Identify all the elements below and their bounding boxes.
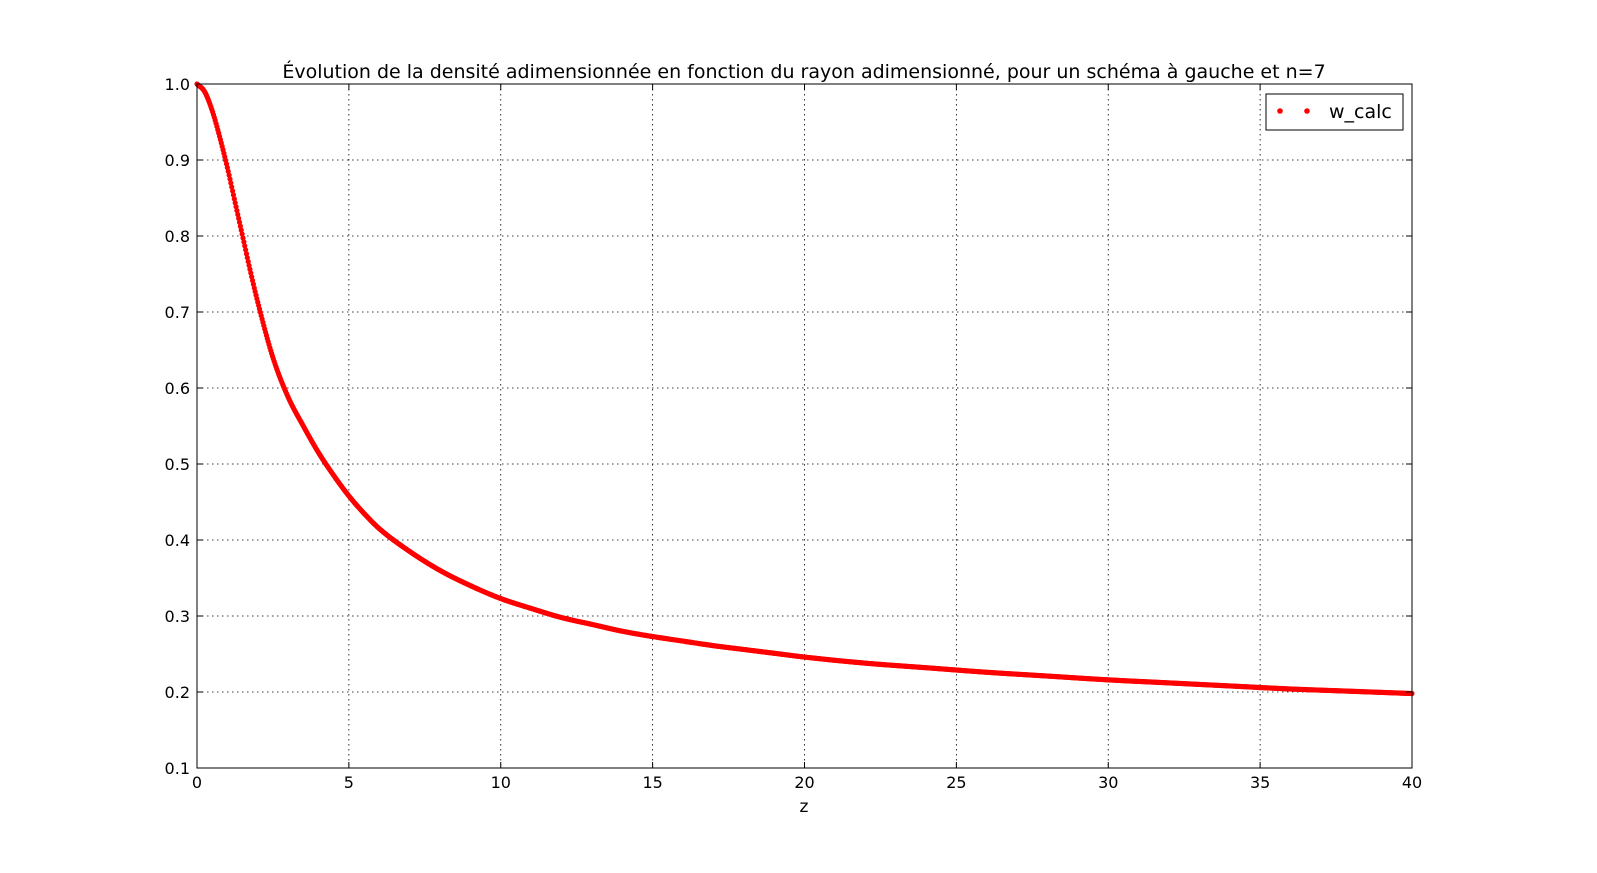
data-point: [244, 255, 250, 261]
legend-marker-2: [1304, 108, 1310, 114]
x-tick-label: 30: [1098, 773, 1118, 792]
data-point: [236, 215, 242, 222]
data-point: [229, 188, 236, 194]
y-tick-label: 0.4: [165, 531, 190, 550]
data-point: [236, 219, 243, 225]
x-tick-label: 40: [1402, 773, 1422, 792]
series-w_calc: [194, 81, 1415, 697]
data-point: [243, 251, 250, 257]
data-point: [233, 204, 239, 210]
x-tick-label: 10: [491, 773, 511, 792]
y-tick-label: 0.6: [165, 379, 190, 398]
tick-layer: 0 5 10 15 20 25 30 35 40 0.1 0.2 0.3 0.4 0.5 0.6 0.7 0.8…: [165, 75, 1423, 792]
x-tick-label: 25: [946, 773, 966, 792]
y-tick-label: 0.1: [165, 759, 190, 778]
legend-label: w_calc: [1329, 101, 1392, 123]
y-tick-label: 0.9: [165, 151, 190, 170]
y-tick-label: 0.5: [165, 455, 190, 474]
data-point: [240, 235, 246, 241]
x-tick-label: 35: [1250, 773, 1270, 792]
data-point: [227, 176, 233, 182]
data-point: [234, 207, 240, 214]
data-point: [229, 184, 235, 190]
data-point: [226, 172, 232, 178]
data-point: [243, 247, 249, 253]
y-tick-label: 0.2: [165, 683, 190, 702]
y-tick-label: 1.0: [165, 75, 190, 94]
x-tick-label: 15: [642, 773, 662, 792]
y-tick-label: 0.8: [165, 227, 190, 246]
y-tick-label: 0.3: [165, 607, 190, 626]
data-point: [241, 239, 247, 245]
legend: w_calc: [1265, 93, 1404, 131]
data-point: [231, 196, 237, 202]
x-axis-label: z: [800, 797, 809, 817]
data-point: [230, 192, 237, 198]
legend-box: [1265, 93, 1404, 131]
x-tick-label: 0: [192, 773, 202, 792]
grid-layer: [197, 84, 1412, 768]
data-point: [232, 200, 238, 206]
series-layer: [194, 81, 1415, 697]
data-point: [242, 243, 248, 249]
data-point: [235, 211, 241, 218]
legend-marker-1: [1277, 108, 1283, 114]
y-tick-label: 0.7: [165, 303, 190, 322]
data-point: [238, 227, 244, 233]
chart-title: Évolution de la densité adimensionnée en…: [282, 60, 1325, 83]
data-point: [239, 231, 245, 237]
x-tick-label: 20: [794, 773, 814, 792]
data-point: [237, 223, 243, 229]
data-point: [228, 180, 234, 186]
x-tick-label: 5: [344, 773, 354, 792]
